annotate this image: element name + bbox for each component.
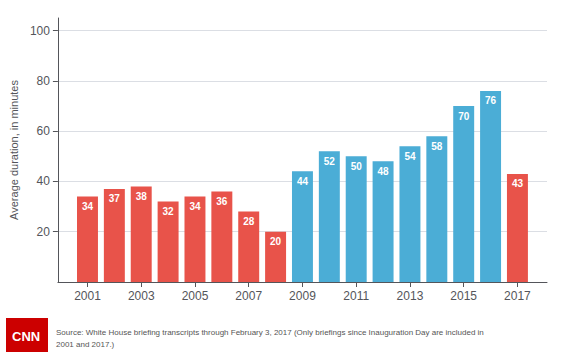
- svg-text:34: 34: [82, 201, 94, 212]
- svg-text:2009: 2009: [289, 289, 316, 303]
- svg-text:58: 58: [431, 141, 443, 152]
- svg-text:76: 76: [485, 95, 497, 106]
- svg-text:48: 48: [378, 166, 390, 177]
- svg-text:100: 100: [30, 24, 50, 38]
- svg-text:34: 34: [189, 201, 201, 212]
- svg-text:2001: 2001: [74, 289, 101, 303]
- svg-text:28: 28: [243, 216, 255, 227]
- svg-text:2007: 2007: [235, 289, 262, 303]
- svg-text:70: 70: [458, 111, 470, 122]
- svg-text:Source: White House briefing t: Source: White House briefing transcripts…: [56, 328, 484, 337]
- svg-text:52: 52: [324, 156, 336, 167]
- svg-text:2001 and 2017.): 2001 and 2017.): [56, 340, 115, 349]
- svg-text:2013: 2013: [397, 289, 424, 303]
- svg-text:43: 43: [512, 178, 524, 189]
- svg-text:40: 40: [37, 174, 51, 188]
- svg-text:20: 20: [270, 236, 282, 247]
- svg-text:54: 54: [404, 151, 416, 162]
- svg-text:2015: 2015: [450, 289, 477, 303]
- svg-text:Average duration, in minutes: Average duration, in minutes: [8, 80, 20, 220]
- svg-text:2005: 2005: [182, 289, 209, 303]
- svg-text:80: 80: [37, 74, 51, 88]
- svg-text:2003: 2003: [128, 289, 155, 303]
- svg-text:32: 32: [163, 206, 175, 217]
- svg-text:50: 50: [351, 161, 363, 172]
- svg-text:20: 20: [37, 225, 51, 239]
- svg-text:2017: 2017: [504, 289, 531, 303]
- svg-text:2011: 2011: [343, 289, 369, 303]
- svg-text:44: 44: [297, 176, 309, 187]
- svg-text:CNN: CNN: [12, 329, 40, 344]
- svg-text:37: 37: [109, 193, 121, 204]
- svg-text:36: 36: [216, 196, 228, 207]
- svg-text:60: 60: [37, 124, 51, 138]
- svg-text:38: 38: [136, 191, 148, 202]
